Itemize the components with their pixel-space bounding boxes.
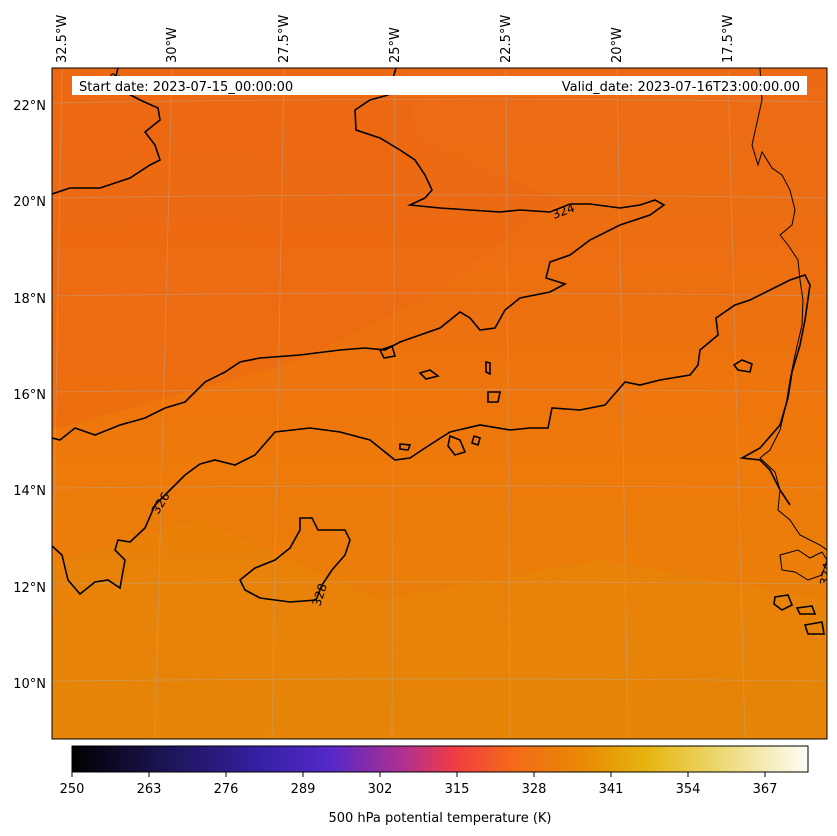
lon-label-27-5w: 27.5°W <box>277 15 292 63</box>
lat-label-18n: 18°N <box>13 292 46 307</box>
colorbar-tick-289: 289 <box>291 782 316 797</box>
lon-label-25w: 25°W <box>388 27 403 63</box>
contour-label-324b: 324 <box>817 562 835 587</box>
colorbar-tick-328: 328 <box>522 782 547 797</box>
colorbar-label: 500 hPa potential temperature (K) <box>328 811 551 826</box>
coastline <box>751 68 827 581</box>
colorbar-tick-250: 250 <box>60 782 85 797</box>
lon-label-20w: 20°W <box>610 27 625 63</box>
temperature-field: 322 324 326 328 324 <box>52 68 835 739</box>
valid-date-label: Valid_date: 2023-07-16T23:00:00.00 <box>562 80 800 95</box>
graticule <box>52 68 827 739</box>
longitude-labels: 32.5°W 30°W 27.5°W 25°W 22.5°W 20°W 17.5… <box>55 15 736 63</box>
colorbar: 250 263 276 289 302 315 328 341 354 367 … <box>60 745 809 826</box>
colorbar-tick-354: 354 <box>676 782 701 797</box>
lat-label-22n: 22°N <box>13 99 46 114</box>
contour-label-328: 328 <box>310 582 330 608</box>
lon-label-17-5w: 17.5°W <box>721 15 736 63</box>
start-date-label: Start date: 2023-07-15_00:00:00 <box>79 80 293 95</box>
colorbar-tick-341: 341 <box>599 782 624 797</box>
lat-label-12n: 12°N <box>13 581 46 596</box>
lon-label-32-5w: 32.5°W <box>55 15 70 63</box>
colorbar-ticks <box>71 772 766 777</box>
map-frame <box>51 67 828 740</box>
colorbar-tick-276: 276 <box>214 782 239 797</box>
lat-label-16n: 16°N <box>13 388 46 403</box>
lat-label-10n: 10°N <box>13 677 46 692</box>
lat-label-20n: 20°N <box>13 195 46 210</box>
colorbar-tick-302: 302 <box>368 782 393 797</box>
colorbar-tick-367: 367 <box>753 782 778 797</box>
colorbar-tick-263: 263 <box>137 782 162 797</box>
lat-label-14n: 14°N <box>13 484 46 499</box>
latitude-labels: 22°N 20°N 18°N 16°N 14°N 12°N 10°N <box>13 99 46 692</box>
colorbar-tick-315: 315 <box>445 782 470 797</box>
header-band <box>72 76 807 95</box>
colorbar-gradient <box>71 745 809 773</box>
lon-label-30w: 30°W <box>165 27 180 63</box>
lon-label-22-5w: 22.5°W <box>499 15 514 63</box>
